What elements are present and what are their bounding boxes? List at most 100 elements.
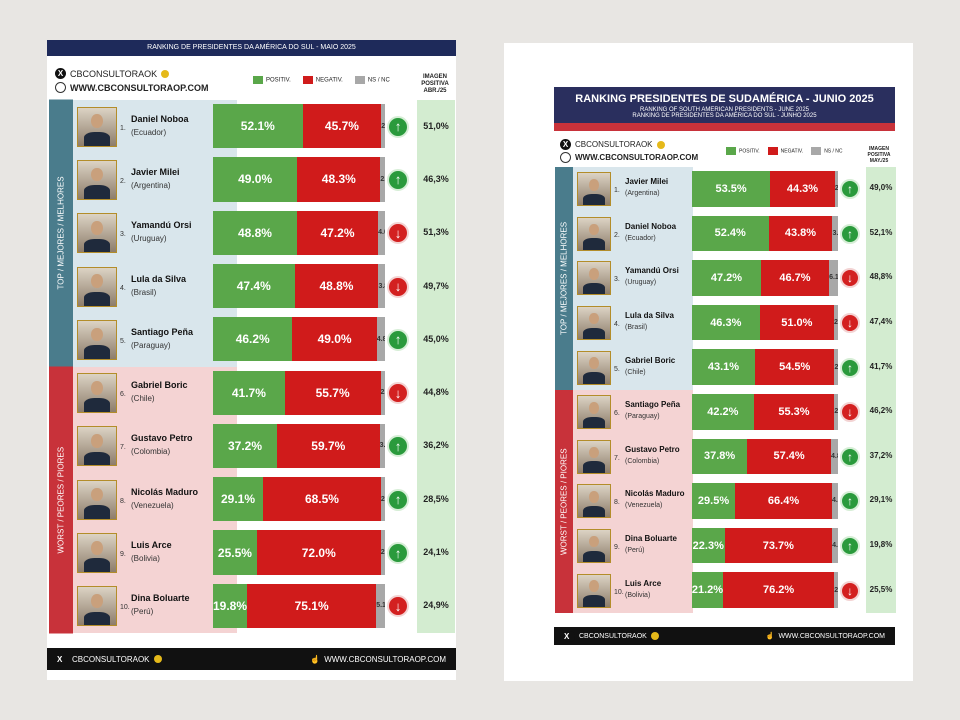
photo-head	[91, 274, 103, 289]
legend-pos-swatch	[726, 147, 736, 155]
rank-number: 6.	[614, 410, 620, 418]
image-header-line: IMAGEN	[423, 74, 447, 80]
ns-bar: 2.5	[380, 530, 385, 575]
footer-site: WWW.CBCONSULTORAOP.COM	[324, 654, 446, 664]
president-photo	[577, 439, 611, 474]
title-text: RANKING PRESIDENTES DE SUDAMÉRICA - JUNI…	[575, 93, 874, 105]
image-header: IMAGEN POSITIVA MAY./25	[860, 146, 898, 164]
positive-bar: 37.8%	[692, 438, 748, 475]
ranking-row: 5. Santiago Peña (Paraguay) 46.2% 49.0% 4.8 ↑ 4…	[47, 313, 456, 366]
ns-bar: 4.1	[832, 483, 838, 519]
brand-handle: CBCONSULTORAOK	[575, 140, 653, 149]
president-name: Santiago Peña	[131, 326, 194, 337]
pointer-hand-icon: ☝	[310, 654, 321, 664]
arrow-up-icon: ↑	[387, 115, 409, 138]
legend: POSITIV. NEGATIV. NS / NC	[253, 76, 390, 84]
ns-bar: 2.2	[834, 171, 838, 207]
photo-head	[589, 179, 599, 191]
ranking-row: 4. Lula da Silva (Brasil) 47.4%48.8%3.8↓ 49,…	[47, 260, 456, 313]
positive-bar: 46.3%	[692, 304, 760, 341]
x-logo-icon: X	[55, 68, 66, 79]
image-header-line: POSITIVA	[867, 151, 891, 158]
president-name: Dina Boluarte	[625, 534, 678, 544]
legend-ns-swatch	[811, 147, 822, 155]
president-country: (Colombia)	[131, 447, 171, 457]
positive-bar: 47.2%	[692, 260, 761, 296]
negative-bar: 55.7%	[284, 370, 381, 415]
president-photo	[577, 306, 611, 341]
rank-number: 6.	[120, 391, 126, 399]
negative-bar: 51.0%	[759, 304, 835, 341]
positive-bar: 19.8%	[213, 583, 248, 628]
rank-number: 8.	[614, 499, 620, 507]
rank-number: 8.	[120, 497, 126, 505]
ranking-row: 5. Gabriel Boric (Chile) 43.1%54.5%2.4↑ 41,7…	[504, 345, 913, 390]
previous-image-value: 45,0%	[423, 333, 449, 344]
arrow-up-icon: ↑	[387, 488, 409, 511]
president-country: (Ecuador)	[131, 127, 167, 137]
photo-body	[83, 558, 111, 573]
negative-bar: 76.2%	[722, 572, 835, 608]
president-country: (Argentina)	[131, 180, 171, 190]
arrow-up-icon: ↑	[840, 536, 860, 557]
brand-handle: CBCONSULTORAOK	[70, 68, 158, 79]
president-photo	[77, 586, 117, 627]
legend-pos: POSITIV.	[266, 77, 291, 84]
president-country: (Brasil)	[131, 287, 157, 297]
positive-bar: 48.8%	[213, 210, 297, 255]
president-photo	[77, 533, 117, 574]
photo-head	[91, 487, 103, 502]
positive-bar: 21.2%	[692, 572, 723, 608]
president-country: (Uruguay)	[131, 234, 167, 244]
president-country: (Bolivia)	[625, 591, 651, 599]
x-logo-icon: X	[57, 653, 68, 665]
president-country: (Paraguay)	[625, 413, 660, 421]
president-photo	[577, 573, 611, 608]
legend-neg: NEGATIV.	[315, 77, 343, 84]
image-column	[417, 100, 455, 633]
previous-image-value: 48,8%	[869, 272, 893, 282]
previous-image-value: 52,1%	[869, 227, 893, 237]
arrow-up-icon: ↑	[840, 179, 860, 200]
previous-image-value: 49,0%	[869, 183, 893, 193]
ns-bar: 4.8	[376, 317, 385, 362]
president-photo	[577, 261, 611, 296]
ranking-row: 2. Javier Milei (Argentina) 49.0%48.3%2.7↑ 4…	[47, 153, 456, 206]
rank-number: 10.	[120, 604, 130, 612]
image-header-line: MAY./25	[869, 157, 889, 164]
president-name: Lula da Silva	[131, 273, 187, 284]
photo-body	[83, 291, 111, 306]
president-country: (Venezuela)	[625, 502, 663, 510]
footer-site: WWW.CBCONSULTORAOP.COM	[778, 632, 885, 640]
positive-bar: 47.4%	[213, 263, 295, 309]
image-header-line: IMAGEN	[869, 146, 889, 152]
ranking-row: 8. Nicolás Maduro (Venezuela) 29.5%66.4%4.1…	[504, 479, 913, 524]
photo-head	[589, 268, 599, 280]
positive-bar: 52.1%	[213, 104, 303, 149]
panel-june: RANKING PRESIDENTES DE SUDAMÉRICA - JUNI…	[504, 43, 913, 681]
ns-bar: 4.8	[830, 438, 838, 475]
ns-bar: 2.7	[834, 304, 838, 341]
rank-number: 1.	[614, 187, 620, 195]
ns-bar: 4.0	[378, 210, 385, 255]
arrow-up-icon: ↑	[840, 223, 860, 244]
previous-image-value: 24,9%	[423, 600, 449, 611]
president-name: Gabriel Boric	[625, 355, 676, 365]
rank-number: 2.	[120, 177, 126, 185]
positive-bar: 29.5%	[692, 483, 736, 519]
brand-site: WWW.CBCONSULTORAOP.COM	[70, 82, 209, 93]
photo-head	[91, 327, 103, 342]
president-name: Santiago Peña	[625, 400, 681, 410]
photo-head	[589, 402, 599, 414]
photo-body	[582, 282, 606, 295]
photo-body	[582, 505, 606, 518]
president-country: (Perú)	[131, 607, 154, 617]
image-header: IMAGEN POSITIVA ABR./25	[415, 74, 455, 95]
positive-bar: 22.3%	[692, 527, 725, 564]
photo-head	[589, 223, 599, 236]
photo-head	[589, 535, 599, 548]
photo-head	[91, 221, 103, 235]
negative-bar: 49.0%	[292, 317, 377, 362]
president-photo	[577, 484, 611, 519]
photo-body	[582, 595, 606, 607]
